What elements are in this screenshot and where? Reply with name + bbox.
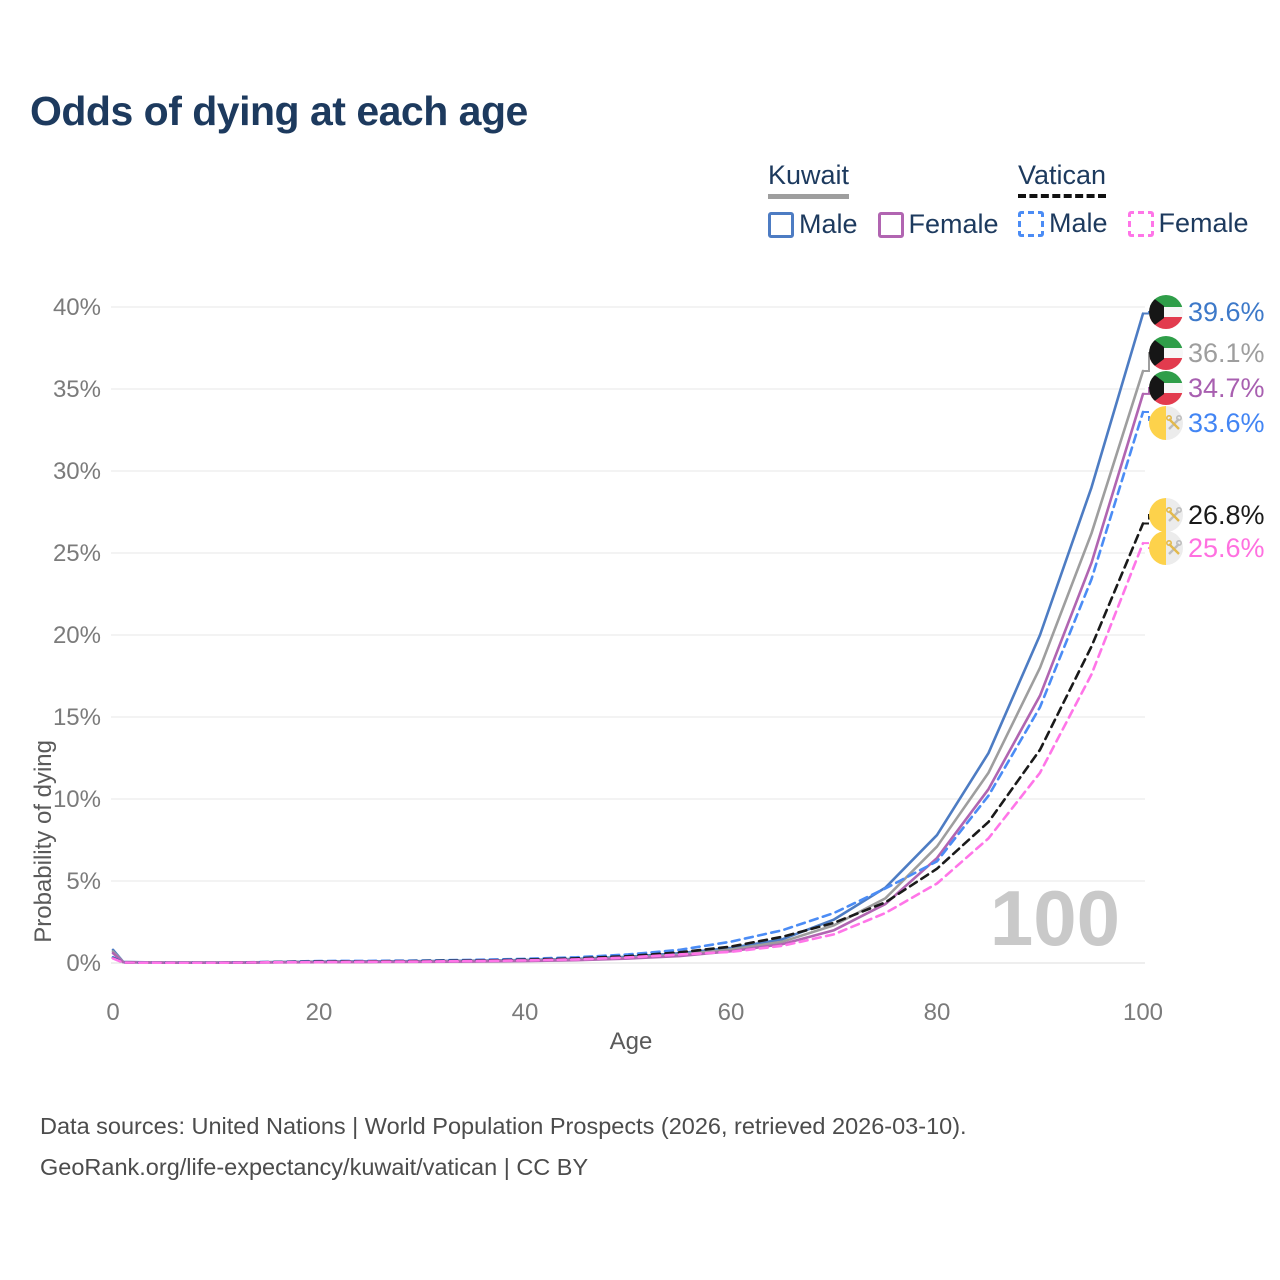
series-line-kuwait-male — [111, 312, 1145, 964]
vatican-key-bow — [1165, 415, 1173, 422]
vatican-yellow-half — [1149, 406, 1166, 440]
footer-line-1: Data sources: United Nations | World Pop… — [40, 1113, 967, 1139]
vatican-key-gold — [1168, 543, 1180, 555]
end-value-label-vatican-male: 33.6% — [1188, 408, 1265, 438]
series-line-vatican-male — [111, 410, 1145, 964]
vatican-yellow-half — [1149, 531, 1166, 565]
legend-item-label: Male — [1049, 208, 1108, 238]
y-tick-label: 40% — [53, 294, 101, 321]
vatican-flag-icon — [1149, 406, 1183, 440]
end-value-label-kuwait-female: 34.7% — [1188, 373, 1265, 403]
vatican-female-swatch-icon — [1127, 210, 1154, 237]
kuwait-male-swatch-icon — [768, 211, 794, 238]
kuwait-black-trapezoid — [1149, 295, 1164, 329]
vatican-male-swatch-icon — [1018, 210, 1044, 237]
legend-group-vatican: Vatican Male Female — [1018, 160, 1269, 239]
series-line-kuwait-both-sexes — [111, 369, 1145, 964]
x-tick-label: 0 — [106, 999, 119, 1026]
vatican-flag-art — [1149, 531, 1183, 565]
y-tick-label: 25% — [53, 540, 101, 567]
x-tick-label: 20 — [306, 999, 333, 1026]
footer-source-text: Data sources: United Nations | World Pop… — [40, 1106, 967, 1188]
kuwait-flag-icon — [1149, 295, 1183, 329]
kuwait-white-band — [1149, 383, 1183, 393]
legend-header-vatican[interactable]: Vatican — [1018, 160, 1107, 198]
vatican-key-bow — [1165, 507, 1173, 514]
y-tick-label: 30% — [53, 458, 101, 485]
vatican-key-bow — [1165, 540, 1173, 547]
legend-item-vatican-female[interactable]: Female — [1127, 208, 1249, 239]
kuwait-white-band — [1149, 348, 1183, 358]
vatican-yellow-half — [1149, 498, 1166, 532]
series-line-vatican-both-sexes — [111, 522, 1145, 965]
kuwait-flag-icon — [1149, 371, 1183, 405]
x-tick-label: 40 — [512, 999, 539, 1026]
x-tick-label: 100 — [1123, 999, 1163, 1026]
x-axis-title: Age — [609, 1028, 653, 1055]
x-tick-label: 60 — [718, 999, 745, 1026]
y-tick-label: 5% — [66, 868, 101, 895]
legend-item-vatican-male[interactable]: Male — [1018, 208, 1108, 239]
vatican-key-gold — [1168, 418, 1180, 430]
end-value-label-kuwait-male: 39.6% — [1188, 297, 1265, 327]
vatican-flag-icon — [1149, 498, 1183, 532]
legend-item-label: Male — [799, 209, 858, 239]
kuwait-flag-icon — [1149, 336, 1183, 370]
y-tick-label: 20% — [53, 622, 101, 649]
legend-group-kuwait: Kuwait Male Female — [768, 160, 1019, 240]
kuwait-flag-art — [1149, 371, 1183, 405]
kuwait-female-swatch-icon — [877, 211, 904, 238]
kuwait-black-trapezoid — [1149, 336, 1164, 370]
footer-line-2: GeoRank.org/life-expectancy/kuwait/vatic… — [40, 1154, 589, 1180]
chart-svg: 0% 5% 10% 15% 20% 25% 30% 35% 40% 0 20 40 60 80 100 100… — [53, 294, 1265, 1026]
x-tick-label: 80 — [924, 999, 951, 1026]
y-tick-label: 0% — [66, 950, 101, 977]
vatican-flag-art — [1149, 406, 1183, 440]
legend-item-kuwait-male[interactable]: Male — [768, 209, 858, 240]
legend-item-kuwait-female[interactable]: Female — [877, 209, 999, 240]
vatican-flag-icon — [1149, 531, 1183, 565]
series-line-vatican-female — [111, 541, 1145, 965]
y-tick-label: 15% — [53, 704, 101, 731]
legend-item-label: Female — [908, 209, 999, 239]
vatican-flag-art — [1149, 498, 1183, 532]
y-tick-label: 35% — [53, 376, 101, 403]
legend-header-kuwait[interactable]: Kuwait — [768, 160, 850, 199]
vatican-key-bow — [1176, 507, 1183, 514]
legend-row-kuwait: Male Female — [768, 209, 1019, 240]
kuwait-flag-art — [1149, 295, 1183, 329]
vatican-key-gold — [1168, 510, 1180, 522]
kuwait-white-band — [1149, 307, 1183, 317]
end-value-label-vatican-female: 25.6% — [1188, 533, 1265, 563]
legend-item-label: Female — [1158, 208, 1249, 238]
age-watermark: 100 — [990, 874, 1120, 962]
series-line-kuwait-female — [111, 392, 1145, 964]
vatican-key-bow — [1176, 540, 1183, 547]
kuwait-flag-art — [1149, 336, 1183, 370]
y-tick-label: 10% — [53, 786, 101, 813]
chart-title: Odds of dying at each age — [30, 88, 528, 134]
legend-row-vatican: Male Female — [1018, 208, 1269, 239]
label-connector — [1144, 514, 1153, 525]
vatican-key-bow — [1176, 415, 1183, 422]
kuwait-black-trapezoid — [1149, 371, 1164, 405]
end-value-label-kuwait-both-sexes: 36.1% — [1188, 338, 1265, 368]
end-value-label-vatican-both-sexes: 26.8% — [1188, 500, 1265, 530]
